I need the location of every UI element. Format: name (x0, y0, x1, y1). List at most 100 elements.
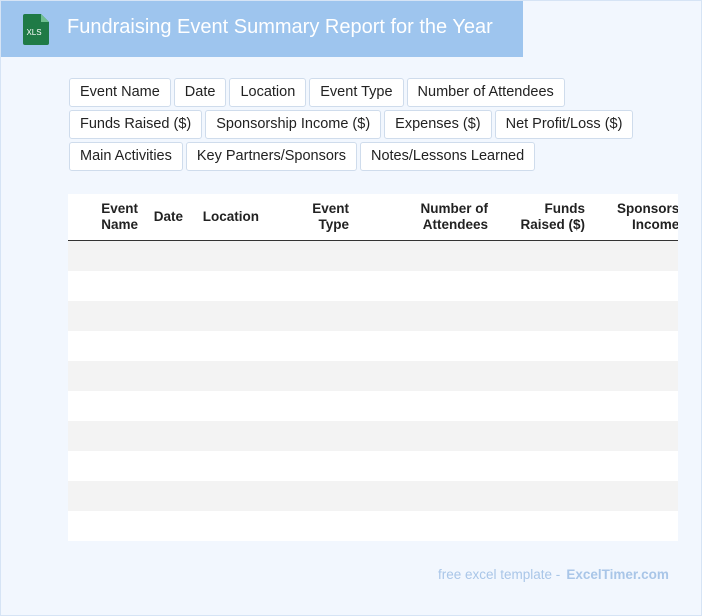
table-cell[interactable] (68, 391, 144, 421)
field-chip-row-1: Event Name Date Location Event Type Numb… (69, 78, 669, 107)
table-cell[interactable] (189, 271, 265, 301)
table-cell[interactable] (68, 331, 144, 361)
table-cell[interactable] (68, 421, 144, 451)
table-cell[interactable] (591, 511, 678, 541)
table-cell[interactable] (265, 361, 355, 391)
table-row (68, 301, 678, 331)
field-chip-key-partners[interactable]: Key Partners/Sponsors (185, 142, 357, 171)
table-cell[interactable] (591, 421, 678, 451)
table-cell[interactable] (68, 451, 144, 481)
col-header-event-type[interactable]: Event Type (265, 194, 355, 241)
table-cell[interactable] (355, 271, 494, 301)
table-cell[interactable] (189, 361, 265, 391)
table-cell[interactable] (355, 451, 494, 481)
field-chip-expenses[interactable]: Expenses ($) (384, 110, 492, 139)
table-cell[interactable] (68, 511, 144, 541)
table-cell[interactable] (494, 391, 591, 421)
table-cell[interactable] (144, 271, 189, 301)
table-row (68, 240, 678, 271)
table-cell[interactable] (265, 271, 355, 301)
table-cell[interactable] (189, 391, 265, 421)
table-cell[interactable] (591, 481, 678, 511)
table-cell[interactable] (355, 361, 494, 391)
table-body (68, 240, 678, 541)
table-cell[interactable] (494, 271, 591, 301)
table-cell[interactable] (591, 451, 678, 481)
table-cell[interactable] (68, 271, 144, 301)
table-cell[interactable] (68, 301, 144, 331)
table-cell[interactable] (189, 481, 265, 511)
table-cell[interactable] (494, 331, 591, 361)
field-chip-number-of-attendees[interactable]: Number of Attendees (406, 78, 565, 107)
table-cell[interactable] (591, 301, 678, 331)
table-cell[interactable] (189, 451, 265, 481)
field-chip-notes[interactable]: Notes/Lessons Learned (359, 142, 536, 171)
table-cell[interactable] (189, 240, 265, 271)
field-chip-location[interactable]: Location (229, 78, 307, 107)
table-cell[interactable] (144, 240, 189, 271)
field-chip-event-type[interactable]: Event Type (309, 78, 404, 107)
field-chip-sponsorship-income[interactable]: Sponsorship Income ($) (205, 110, 382, 139)
table-cell[interactable] (144, 451, 189, 481)
table-cell[interactable] (265, 421, 355, 451)
table-cell[interactable] (144, 331, 189, 361)
table-cell[interactable] (494, 361, 591, 391)
col-header-date[interactable]: Date (144, 194, 189, 241)
table-cell[interactable] (591, 331, 678, 361)
summary-table-container: Event Name Date Location Event Type Number… (68, 194, 678, 541)
field-chip-funds-raised[interactable]: Funds Raised ($) (69, 110, 203, 139)
table-cell[interactable] (494, 481, 591, 511)
table-cell[interactable] (591, 240, 678, 271)
table-cell[interactable] (494, 451, 591, 481)
table-cell[interactable] (355, 301, 494, 331)
field-chip-event-name[interactable]: Event Name (69, 78, 171, 107)
table-cell[interactable] (591, 271, 678, 301)
field-chip-date[interactable]: Date (173, 78, 227, 107)
table-cell[interactable] (68, 361, 144, 391)
table-cell[interactable] (265, 481, 355, 511)
table-row (68, 271, 678, 301)
table-cell[interactable] (144, 511, 189, 541)
table-cell[interactable] (265, 391, 355, 421)
field-chip-net-profit-loss[interactable]: Net Profit/Loss ($) (494, 110, 634, 139)
table-header-row: Event Name Date Location Event Type Number… (68, 194, 678, 241)
table-cell[interactable] (189, 511, 265, 541)
table-cell[interactable] (144, 481, 189, 511)
col-header-funds-raised[interactable]: Funds Raised ($) (494, 194, 591, 241)
table-cell[interactable] (494, 511, 591, 541)
table-row (68, 451, 678, 481)
table-cell[interactable] (144, 391, 189, 421)
table-cell[interactable] (355, 331, 494, 361)
table-cell[interactable] (494, 301, 591, 331)
table-cell[interactable] (591, 391, 678, 421)
table-cell[interactable] (144, 301, 189, 331)
col-header-location[interactable]: Location (189, 194, 265, 241)
table-cell[interactable] (189, 301, 265, 331)
col-header-event-name[interactable]: Event Name (68, 194, 144, 241)
table-cell[interactable] (144, 421, 189, 451)
table-cell[interactable] (355, 240, 494, 271)
field-chip-main-activities[interactable]: Main Activities (69, 142, 183, 171)
table-cell[interactable] (265, 451, 355, 481)
table-cell[interactable] (494, 240, 591, 271)
table-cell[interactable] (494, 421, 591, 451)
footer-prefix: free excel template - (438, 567, 561, 582)
table-cell[interactable] (355, 391, 494, 421)
table-cell[interactable] (355, 481, 494, 511)
table-cell[interactable] (265, 301, 355, 331)
table-cell[interactable] (265, 240, 355, 271)
table-cell[interactable] (189, 421, 265, 451)
table-cell[interactable] (189, 331, 265, 361)
table-cell[interactable] (265, 511, 355, 541)
table-row (68, 421, 678, 451)
table-cell[interactable] (591, 361, 678, 391)
table-cell[interactable] (144, 361, 189, 391)
table-cell[interactable] (68, 481, 144, 511)
table-cell[interactable] (68, 240, 144, 271)
table-cell[interactable] (355, 511, 494, 541)
footer-brand-link[interactable]: ExcelTimer.com (566, 567, 669, 582)
col-header-number-of-attendees[interactable]: Number of Attendees (355, 194, 494, 241)
table-cell[interactable] (355, 421, 494, 451)
table-cell[interactable] (265, 331, 355, 361)
